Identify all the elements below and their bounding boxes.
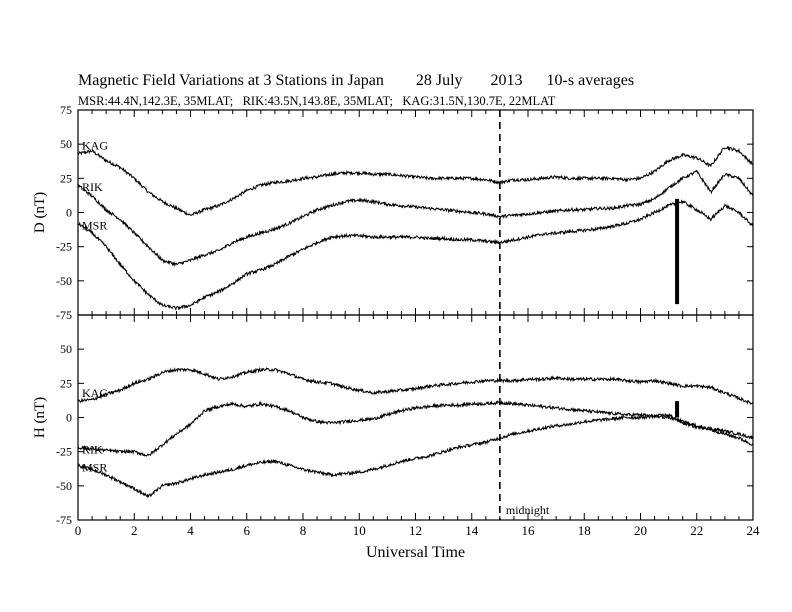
y-tick-label: -50	[56, 274, 72, 288]
x-tick-label: 0	[75, 523, 82, 538]
x-axis-label: Universal Time	[366, 544, 465, 561]
panels-layer: -75 -50 -25 0 25 50 75 D (nT) KAG RIK MSR -75 -50 -25…	[32, 103, 760, 538]
midnight-label: midnight	[506, 503, 550, 517]
station-info-subtitle: MSR:44.4N,142.3E, 35MLAT; RIK:43.5N,143.…	[78, 94, 556, 108]
series-line-msr	[77, 414, 754, 498]
x-tick-label: 4	[187, 523, 194, 538]
y-tick-label: 25	[60, 376, 72, 390]
y-tick-label: 0	[66, 206, 72, 220]
series-line-msr	[77, 199, 754, 311]
y-axis-label: D (nT)	[32, 192, 48, 233]
y-tick-label: -75	[56, 308, 72, 322]
series-label-rik: RIK	[82, 443, 103, 457]
x-tick-label: 12	[409, 523, 422, 538]
series-label-rik: RIK	[82, 180, 103, 194]
series-line-rik	[77, 400, 754, 457]
x-tick-label: 8	[300, 523, 307, 538]
chart-title: Magnetic Field Variations at 3 Stations …	[78, 72, 635, 89]
x-tick-label: 24	[747, 523, 761, 538]
x-tick-label: 22	[690, 523, 703, 538]
y-tick-label: 50	[60, 342, 72, 356]
series-label-kag: KAG	[82, 139, 108, 153]
y-tick-label: 50	[60, 137, 72, 151]
y-tick-label: 75	[60, 103, 72, 117]
x-tick-label: 6	[244, 523, 251, 538]
y-tick-label: -50	[56, 479, 72, 493]
panel-d: -75 -50 -25 0 25 50 75 D (nT) KAG RIK MSR	[32, 103, 754, 322]
series-label-msr: MSR	[82, 460, 107, 474]
y-tick-label: 25	[60, 171, 72, 185]
series-line-kag	[77, 145, 753, 217]
x-tick-label: 10	[353, 523, 366, 538]
series-label-msr: MSR	[82, 218, 107, 232]
x-tick-label: 18	[578, 523, 591, 538]
series-line-kag	[77, 366, 754, 405]
x-tick-label: 2	[131, 523, 138, 538]
y-tick-label: -25	[56, 445, 72, 459]
y-tick-label: -75	[56, 513, 72, 527]
y-tick-label: -25	[56, 240, 72, 254]
y-axis-label: H (nT)	[32, 397, 48, 438]
x-tick-label: 16	[522, 523, 536, 538]
x-tick-label: 20	[634, 523, 647, 538]
x-tick-label: 14	[465, 523, 479, 538]
y-tick-label: 0	[66, 411, 72, 425]
series-label-kag: KAG	[82, 386, 108, 400]
series-line-rik	[77, 169, 754, 268]
